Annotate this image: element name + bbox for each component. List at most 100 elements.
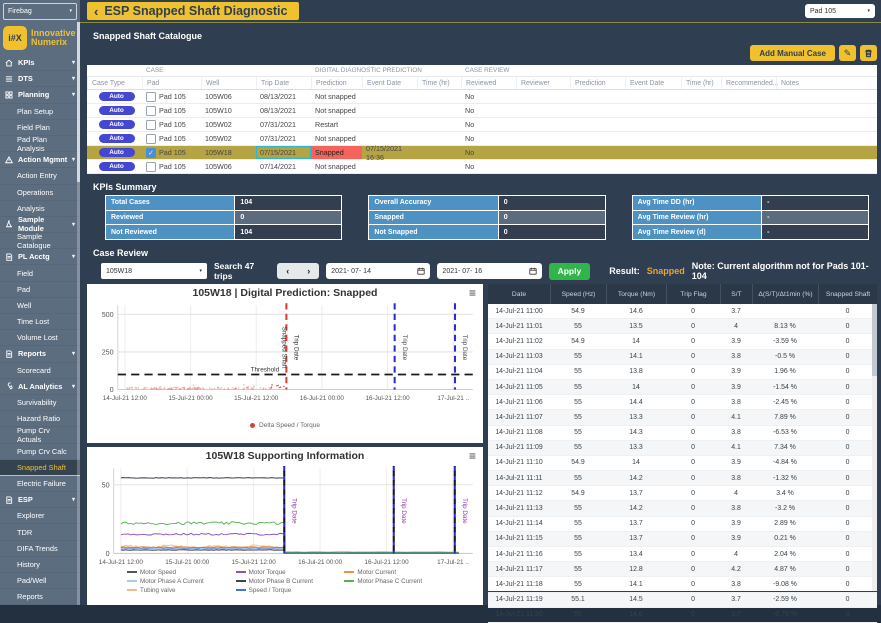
sidebar-item-plan-setup[interactable]: Plan Setup — [0, 104, 80, 120]
trip-column-speed-hz: Speed (Hz) — [550, 284, 606, 304]
legend-label: Motor Speed — [140, 569, 176, 576]
sidebar-item-action-mgmnt[interactable]: Action Mgmnt▾ — [0, 152, 80, 168]
snapped-shaft-catalogue-table: CASEDIGITAL DIAGNOSTIC PREDICTIONCASE RE… — [87, 65, 877, 174]
sidebar-item-action-entry[interactable]: Action Entry — [0, 168, 80, 184]
apply-button[interactable]: Apply — [549, 263, 591, 280]
main-content: ‹ ESP Snapped Shaft Diagnostic Pad 105 ▾… — [80, 0, 881, 605]
sidebar-item-pump-crv-calc[interactable]: Pump Crv Calc — [0, 444, 80, 460]
sidebar-item-snapped-shaft[interactable]: Snapped Shaft — [0, 460, 80, 476]
legend-marker — [344, 571, 354, 573]
trip-table-scrollbar[interactable] — [872, 304, 877, 591]
add-manual-case-button[interactable]: Add Manual Case — [750, 45, 835, 61]
sidebar-item-electric-failure[interactable]: Electric Failure — [0, 476, 80, 492]
sidebar-item-esp[interactable]: ESP▾ — [0, 492, 80, 508]
well-select[interactable]: 105W18 ▾ — [101, 263, 207, 279]
row-checkbox[interactable] — [146, 120, 156, 130]
sidebar-item-tdr[interactable]: TDR — [0, 524, 80, 540]
scatter-point — [160, 388, 162, 390]
kpi-label: Avg Time Review (hr) — [633, 211, 762, 225]
group-header-case-review: CASE REVIEW — [461, 65, 877, 76]
sidebar-item-pump-crv-actuals[interactable]: Pump Crv Actuals — [0, 427, 80, 443]
table-row[interactable]: AutoPad 105105W0607/14/2021Not snappedNo — [87, 160, 877, 174]
edit-button[interactable]: ✎ — [839, 45, 856, 61]
sidebar-item-well[interactable]: Well — [0, 298, 80, 314]
date-to-input[interactable]: 2021- 07- 16 — [437, 263, 541, 279]
review-empty-cell — [721, 132, 776, 145]
table-row[interactable]: AutoPad 105105W0207/31/2021RestartNo — [87, 118, 877, 132]
column-header-trip-date: Trip Date — [256, 77, 311, 89]
table-row[interactable]: Auto✓Pad 105105W1807/15/2021Snapped07/15… — [87, 146, 877, 160]
scatter-point — [200, 388, 202, 390]
trip-cell: 14-Jul-21 11:09 — [488, 441, 550, 455]
sidebar-item-hazard-ratio[interactable]: Hazard Ratio — [0, 411, 80, 427]
table-row[interactable]: AutoPad 105105W0207/31/2021Not snappedNo — [87, 132, 877, 146]
sidebar-item-sample-catalogue[interactable]: Sample Catalogue — [0, 233, 80, 249]
sidebar-item-history[interactable]: History — [0, 557, 80, 573]
table-row[interactable]: AutoPad 105105W1008/13/2021Not snappedNo — [87, 104, 877, 118]
table-row: 14-Jul-21 11:1054.91403.9-4.84 %0 — [488, 456, 877, 471]
sidebar-item-pl-acctg[interactable]: PL Acctg▾ — [0, 249, 80, 265]
delete-button[interactable] — [860, 45, 877, 61]
case-type-cell: Auto — [87, 118, 142, 131]
org-select[interactable]: Firebag ▾ — [3, 3, 77, 20]
column-header-prediction: Prediction — [570, 77, 625, 89]
row-checkbox[interactable] — [146, 162, 156, 172]
sidebar-item-planning[interactable]: Planning▾ — [0, 87, 80, 103]
sidebar-item-field-plan[interactable]: Field Plan — [0, 120, 80, 136]
sidebar-item-survivability[interactable]: Survivability — [0, 395, 80, 411]
next-trip-button[interactable]: › — [298, 266, 319, 276]
list-icon — [5, 75, 15, 83]
review-empty-cell — [625, 132, 681, 145]
trip-cell: 3.8 — [720, 426, 752, 440]
row-checkbox[interactable] — [146, 92, 156, 102]
trip-cell: 14-Jul-21 11:10 — [488, 456, 550, 470]
trip-table-scrollbar-thumb[interactable] — [872, 304, 877, 376]
sidebar-item-pad[interactable]: Pad — [0, 282, 80, 298]
sidebar-item-field[interactable]: Field — [0, 265, 80, 281]
date-from-input[interactable]: 2021- 07- 14 — [326, 263, 430, 279]
sidebar-item-kpis[interactable]: KPIs▾ — [0, 55, 80, 71]
trip-cell: 4 — [720, 319, 752, 333]
y-tick-label: 0 — [110, 385, 114, 394]
calendar-icon — [529, 267, 537, 275]
chart2-menu-icon[interactable]: ≡ — [469, 449, 476, 463]
chevron-down-icon: ▾ — [72, 91, 75, 98]
row-checkbox[interactable]: ✓ — [146, 148, 156, 158]
sidebar-item-explorer[interactable]: Explorer — [0, 508, 80, 524]
sidebar-item-pad-plan-analysis[interactable]: Pad Plan Analysis — [0, 136, 80, 152]
scatter-point — [221, 387, 223, 389]
sidebar-item-analysis[interactable]: Analysis — [0, 201, 80, 217]
algorithm-note: Note: Current algorithm not for Pads 101… — [692, 261, 877, 281]
sidebar-item-label: Plan Setup — [17, 107, 53, 116]
sidebar-item-volume-lost[interactable]: Volume Lost — [0, 330, 80, 346]
dd-time-cell — [417, 118, 461, 131]
table-row[interactable]: AutoPad 105105W0608/13/2021Not snappedNo — [87, 90, 877, 104]
sidebar-item-dts[interactable]: DTS▾ — [0, 71, 80, 87]
sidebar-item-time-lost[interactable]: Time Lost — [0, 314, 80, 330]
row-checkbox[interactable] — [146, 106, 156, 116]
pad-select[interactable]: Pad 105 ▾ — [805, 4, 875, 18]
sidebar-item-operations[interactable]: Operations — [0, 185, 80, 201]
sidebar-item-pad-well[interactable]: Pad/Well — [0, 573, 80, 589]
review-empty-cell — [721, 90, 776, 103]
trip-cell: -1.32 % — [752, 471, 818, 485]
prev-trip-button[interactable]: ‹ — [277, 266, 298, 276]
column-header-prediction: Prediction — [311, 77, 362, 89]
sidebar-item-label: DTS — [18, 74, 33, 83]
scatter-point — [233, 388, 235, 390]
sidebar-item-al-analytics[interactable]: AL Analytics▾ — [0, 379, 80, 395]
sidebar-item-sample-module[interactable]: Sample Module▾ — [0, 217, 80, 233]
legend-label: Tubing valve — [140, 587, 175, 594]
charts-column: 105W18 | Digital Prediction: Snapped ≡ 0… — [87, 284, 483, 605]
row-checkbox[interactable] — [146, 134, 156, 144]
sidebar-item-scorecard[interactable]: Scorecard — [0, 363, 80, 379]
back-icon[interactable]: ‹ — [94, 5, 98, 18]
trip-cell: 14.6 — [606, 304, 666, 318]
sidebar-item-reports[interactable]: Reports — [0, 589, 80, 605]
trip-cell: 3.9 — [720, 532, 752, 546]
review-empty-cell — [516, 90, 570, 103]
x-tick-label: 15-Jul-21 00:00 — [165, 558, 210, 565]
chart1-menu-icon[interactable]: ≡ — [469, 286, 476, 300]
sidebar-item-difa-trends[interactable]: DIFA Trends — [0, 541, 80, 557]
sidebar-item-reports[interactable]: Reports▾ — [0, 346, 80, 362]
